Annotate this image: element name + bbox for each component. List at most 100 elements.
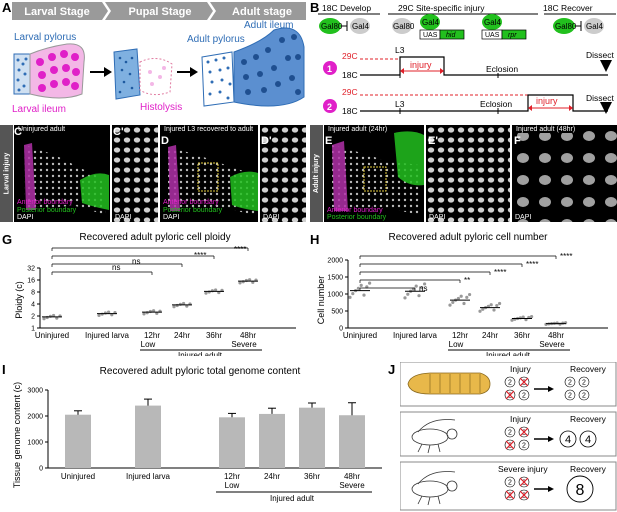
micrograph-f: Injured adult (48hr) DAPI <box>512 125 617 222</box>
panel-i-chart: Recovered adult pyloric total genome con… <box>12 366 382 503</box>
h-point <box>348 295 352 299</box>
g-sig: ns <box>132 257 140 266</box>
histolysis-label: Histolysis <box>140 102 182 113</box>
h-point <box>420 286 424 290</box>
h-xtick-sub: Severe <box>539 340 565 349</box>
micrograph-e-prime: DAPI <box>426 125 510 222</box>
g-point <box>244 278 248 283</box>
g-ytick: 4 <box>31 302 35 309</box>
g-point <box>148 309 152 314</box>
i-bar <box>339 415 365 468</box>
h-xtick: Uninjured <box>343 331 377 340</box>
i-bar <box>259 413 285 468</box>
h-point <box>521 315 525 319</box>
h-sig: **** <box>494 268 506 277</box>
h-xtick: 48hr <box>548 331 564 340</box>
stage-pupal: Pupal Stage <box>129 6 192 18</box>
fly-illustration <box>411 419 458 454</box>
panel-label-f: F <box>514 135 521 147</box>
g-ytick: 16 <box>27 278 35 285</box>
svg-text:Gal80: Gal80 <box>321 22 343 31</box>
micrograph-c: Uninjured adult Anterior boundary Poster… <box>14 125 110 222</box>
g-point <box>107 310 111 314</box>
panel-label-b: B <box>310 0 320 15</box>
pupal-gut-shape <box>113 48 141 100</box>
g-point <box>182 301 186 306</box>
h-sig: ns <box>419 284 427 293</box>
chart-h-ylabel: Cell number <box>316 276 326 325</box>
svg-text:Injury: Injury <box>510 414 532 424</box>
h-point <box>356 286 360 290</box>
g-xtick: Uninjured <box>35 331 69 340</box>
panel-label-e-prime: E' <box>428 135 438 147</box>
panel-label-e: E <box>325 135 333 147</box>
i-xtick-sub: Low <box>225 481 240 490</box>
svg-text:18C: 18C <box>342 70 358 80</box>
panel-label-i: I <box>2 362 6 377</box>
panel-label-d-prime: D' <box>261 135 272 147</box>
i-ytick: 3000 <box>27 388 43 395</box>
micrograph-d: Injured L3 recovered to adult Anterior b… <box>160 125 258 222</box>
panel-label-a: A <box>2 0 12 15</box>
g-xtick-sub: Severe <box>231 340 257 349</box>
stage-larval: Larval Stage <box>24 6 89 18</box>
i-ytick: 1000 <box>27 440 43 447</box>
i-xtick-sub: Severe <box>339 481 365 490</box>
svg-text:Gal4: Gal4 <box>586 22 603 31</box>
g-ytick: 32 <box>27 266 35 273</box>
svg-text:2: 2 <box>522 380 526 387</box>
svg-text:Severe injury: Severe injury <box>498 464 548 474</box>
h-point <box>465 295 469 299</box>
svg-text:2: 2 <box>522 430 526 437</box>
h-point <box>459 294 463 298</box>
g-point <box>42 317 46 321</box>
panel-g-chart: Recovered adult pyloric cell ploidy Ploi… <box>14 232 296 356</box>
i-bar <box>299 407 325 468</box>
svg-text:2: 2 <box>568 380 572 387</box>
h-point <box>498 301 502 306</box>
adult-ileum-label: Adult ileum <box>244 20 293 31</box>
h-point <box>462 301 466 306</box>
g-ytick: 2 <box>31 314 35 321</box>
chart-h-title: Recovered adult pyloric cell number <box>389 232 549 243</box>
svg-text:2: 2 <box>508 430 512 437</box>
svg-text:Dissect: Dissect <box>586 50 615 60</box>
svg-text:Eclosion: Eclosion <box>480 99 512 109</box>
chart-g-ylabel: Ploidy (c) <box>14 281 24 319</box>
g-group-label: Injured adult <box>178 351 223 356</box>
panel-label-c: C <box>14 126 22 138</box>
h-point <box>481 307 485 311</box>
g-point <box>152 309 156 313</box>
micrograph-d-prime: DAPI <box>260 125 306 222</box>
stage-adult: Adult stage <box>232 6 292 18</box>
adult-pylorus-label: Adult pylorus <box>187 34 245 45</box>
svg-text:2: 2 <box>568 393 572 400</box>
svg-text:Gal4: Gal4 <box>422 18 439 27</box>
h-point <box>530 314 534 319</box>
svg-text:Recovery: Recovery <box>570 364 607 374</box>
g-point <box>214 288 218 292</box>
svg-text:2: 2 <box>508 480 512 487</box>
i-ytick: 2000 <box>27 414 43 421</box>
svg-text:2: 2 <box>582 393 586 400</box>
svg-text:2: 2 <box>508 380 512 387</box>
panel-label-c-prime: C' <box>113 126 124 138</box>
h-ytick: 2000 <box>327 258 343 265</box>
i-xtick: Injured larva <box>126 472 171 481</box>
svg-text:2: 2 <box>508 493 512 500</box>
svg-text:4: 4 <box>565 434 571 446</box>
h-point <box>518 316 522 320</box>
h-point <box>362 293 366 297</box>
h-sig: **** <box>560 252 572 261</box>
g-point <box>103 311 107 315</box>
svg-text:1: 1 <box>327 64 332 74</box>
g-point <box>204 291 208 295</box>
g-point <box>175 303 179 308</box>
i-group-label: Injured adult <box>270 494 315 503</box>
svg-text:Recovery: Recovery <box>570 414 607 424</box>
h-xtick: 24hr <box>482 331 498 340</box>
adult-ileum-shape <box>233 27 305 107</box>
svg-text:Injury: Injury <box>510 364 532 374</box>
svg-text:UAS: UAS <box>485 32 500 39</box>
svg-text:18C: 18C <box>342 106 358 116</box>
